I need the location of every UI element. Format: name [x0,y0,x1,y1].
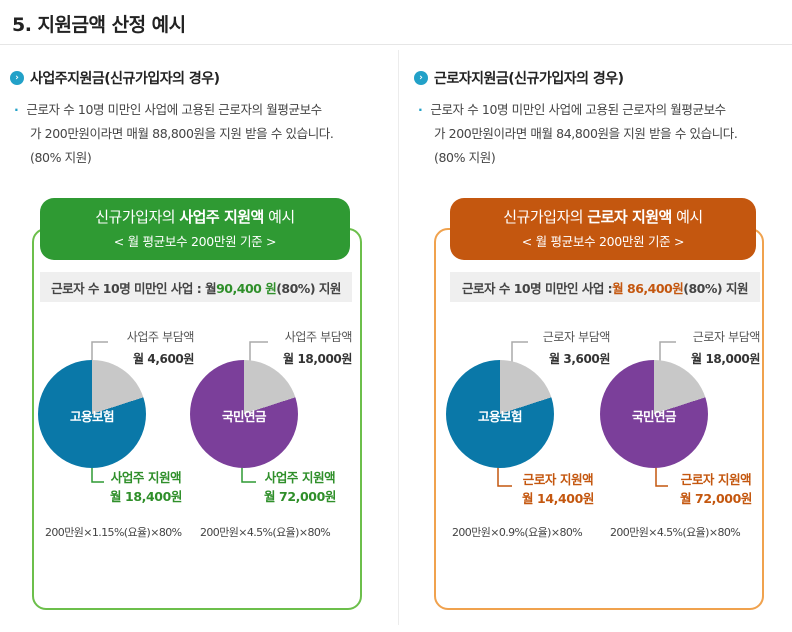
banner-emphasis: 사업주 지원액 [179,208,264,226]
info-amount: 90,400 원 [216,280,277,296]
column-divider [398,50,399,625]
support-title: 사업주 지원액 [264,470,336,485]
support-title: 근로자 지원액 [522,472,594,487]
banner-suffix: 예시 [671,208,703,226]
support-value: 월 14,400원 [522,491,594,506]
support-info-bar: 근로자 수 10명 미만인 사업 : 월 86,400원 (80%) 지원 [450,272,760,302]
support-label-2: 사업주 지원액 월 72,000원 [250,468,350,506]
section-header: › 사업주지원금(신규가입자의 경우) [10,68,220,88]
formula-1: 200만원×1.15%(요율)×80% [45,526,182,539]
support-label-1: 근로자 지원액 월 14,400원 [508,470,608,508]
banner-suffix: 예시 [263,208,295,226]
employer-support-section: › 사업주지원금(신규가입자의 경우) · 근로자 수 10명 미만인 사업에 고… [0,64,390,624]
example-banner: 신규가입자의 사업주 지원액 예시 < 월 평균보수 200만원 기준 > [40,198,350,260]
section-description: · 근로자 수 10명 미만인 사업에 고용된 근로자의 월평균보수 가 200만… [418,98,790,170]
burden-title: 사업주 부담액 [126,330,195,344]
employment-insurance-label: 고용보험 [477,409,523,424]
chevron-right-icon: › [10,71,24,85]
burden-label-1: 사업주 부담액 월 4,600원 [108,326,195,370]
info-suffix: (80%) 지원 [276,280,341,296]
burden-value: 월 18,000원 [283,352,352,366]
banner-prefix: 신규가입자의 [503,208,588,226]
support-value: 월 72,000원 [680,491,752,506]
employment-insurance-pie [38,360,146,468]
support-label-2: 근로자 지원액 월 72,000원 [666,470,766,508]
banner-subtitle: < 월 평균보수 200만원 기준 > [113,234,277,249]
banner-emphasis: 근로자 지원액 [587,208,672,226]
employment-insurance-pie [446,360,554,468]
burden-title: 사업주 부담액 [284,330,353,344]
support-info-bar: 근로자 수 10명 미만인 사업 : 월 90,400 원 (80%) 지원 [40,272,352,302]
formula-1: 200만원×0.9%(요율)×80% [452,526,583,539]
national-pension-label: 국민연금 [631,409,677,424]
desc-line-3: (80% 지원) [30,150,92,165]
bullet-dot-icon: · [418,102,423,117]
title-divider [0,44,792,45]
info-prefix: 근로자 수 10명 미만인 사업 : [462,280,613,296]
desc-line-2: 가 200만원이라면 매월 88,800원을 지원 받을 수 있습니다. [30,126,334,141]
info-prefix: 근로자 수 10명 미만인 사업 : 월 [51,280,217,296]
burden-value: 월 4,600원 [132,352,194,366]
support-value: 월 72,000원 [264,489,336,504]
section-title: 근로자지원금(신규가입자의 경우) [434,71,624,87]
burden-title: 근로자 부담액 [542,330,611,344]
burden-title: 근로자 부담액 [692,330,761,344]
support-title: 사업주 지원액 [110,470,182,485]
info-amount: 월 86,400원 [612,280,684,296]
burden-label-2: 사업주 부담액 월 18,000원 [262,326,352,370]
support-value: 월 18,400원 [110,489,182,504]
burden-value: 월 18,000원 [691,352,760,366]
burden-label-1: 근로자 부담액 월 3,600원 [522,326,611,370]
info-suffix: (80%) 지원 [683,280,748,296]
support-title: 근로자 지원액 [680,472,752,487]
national-pension-pie [190,360,298,468]
employment-insurance-label: 고용보험 [69,409,115,424]
burden-value: 월 3,600원 [548,352,610,366]
support-label-1: 사업주 지원액 월 18,400원 [96,468,196,506]
formula-2: 200만원×4.5%(요율)×80% [200,526,331,539]
page-title: 5. 지원금액 산정 예시 [12,14,186,36]
banner-subtitle: < 월 평균보수 200만원 기준 > [521,234,685,249]
desc-line-1: 근로자 수 10명 미만인 사업에 고용된 근로자의 월평균보수 [430,102,726,117]
example-banner: 신규가입자의 근로자 지원액 예시 < 월 평균보수 200만원 기준 > [450,198,756,260]
chevron-right-icon: › [414,71,428,85]
national-pension-pie [600,360,708,468]
section-title: 사업주지원금(신규가입자의 경우) [30,71,220,87]
desc-line-3: (80% 지원) [434,150,496,165]
section-header: › 근로자지원금(신규가입자의 경우) [414,68,624,88]
bullet-dot-icon: · [14,102,19,117]
national-pension-label: 국민연금 [221,409,267,424]
worker-support-section: › 근로자지원금(신규가입자의 경우) · 근로자 수 10명 미만인 사업에 고… [404,64,792,624]
banner-prefix: 신규가입자의 [95,208,180,226]
burden-label-2: 근로자 부담액 월 18,000원 [668,326,760,370]
desc-line-2: 가 200만원이라면 매월 84,800원을 지원 받을 수 있습니다. [434,126,738,141]
formula-2: 200만원×4.5%(요율)×80% [610,526,741,539]
section-description: · 근로자 수 10명 미만인 사업에 고용된 근로자의 월평균보수 가 200만… [14,98,386,170]
desc-line-1: 근로자 수 10명 미만인 사업에 고용된 근로자의 월평균보수 [26,102,322,117]
